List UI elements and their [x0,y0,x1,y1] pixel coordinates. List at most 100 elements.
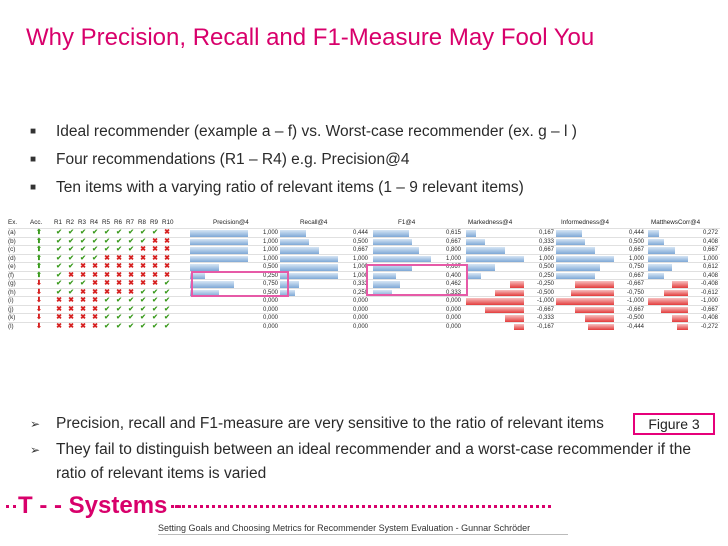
check-icon: ✔ [92,246,98,253]
cross-icon: ✖ [152,254,158,262]
check-icon: ✔ [68,263,74,270]
footer-text: Setting Goals and Choosing Metrics for R… [158,523,531,533]
table-row: (e) ⬆ ✔ ✔ ✖ ✖ ✖ ✖ ✖ ✖ ✖ ✖ 0,500 1,000 0,667 0,500 0,750 0… [8,262,720,271]
metric-value: 0,444 [628,230,644,236]
cross-icon: ✖ [140,271,146,279]
metric-value: -0,750 [626,289,644,296]
check-icon: ✔ [128,246,134,253]
metric-value: 1,000 [262,255,278,262]
metric-value: 0,000 [352,315,368,321]
table-header: Informedness@4 [561,219,610,226]
table-row: (d) ⬆ ✔ ✔ ✔ ✔ ✖ ✖ ✖ ✖ ✖ ✖ 1,000 1,000 1,000 1,000 1,000 1… [8,253,720,262]
check-icon: ✔ [140,288,146,296]
check-icon: ✔ [140,229,146,236]
metric-bar [373,272,397,279]
brand-dots-right [171,505,551,508]
metric-bar [556,238,585,245]
metric-value: 0,167 [538,230,554,236]
check-icon: ✔ [56,280,62,287]
cross-icon: ✖ [140,263,146,270]
cross-icon: ✖ [116,288,122,296]
metric-value: 1,000 [262,230,278,236]
cross-icon: ✖ [56,314,62,321]
table-header: Markedness@4 [468,219,513,226]
check-icon: ✔ [164,288,170,296]
table-header: F1@4 [398,219,416,226]
cross-icon: ✖ [104,271,110,279]
check-icon: ✔ [140,305,146,313]
metric-value: 0,000 [352,323,368,330]
check-icon: ✔ [80,254,86,262]
metric-bar [585,315,614,322]
metric-value: -0,167 [536,323,554,330]
arrow-bullet-icon: ➢ [30,417,41,431]
metric-value: 1,000 [352,264,368,270]
metric-bar [190,247,248,254]
check-icon: ✔ [164,314,170,321]
metric-value: 1,000 [262,247,278,253]
check-icon: ✔ [104,305,110,313]
metric-bar [648,247,675,254]
check-icon: ✔ [56,229,62,236]
metric-bar [466,264,495,271]
cross-icon: ✖ [92,280,98,287]
metric-value: 0,615 [445,230,461,236]
metric-bar [190,281,234,288]
cross-icon: ✖ [164,263,170,270]
metric-bar [575,281,614,288]
metric-bar [556,272,595,279]
metric-value: 0,500 [538,264,554,270]
check-icon: ✔ [116,322,122,330]
up-arrow-icon: ⬆ [36,271,42,279]
cross-icon: ✖ [116,254,122,262]
row-label: (d) [8,254,16,262]
metric-bar [556,247,595,254]
cross-icon: ✖ [104,280,110,287]
check-icon: ✔ [68,288,74,296]
metric-bar [556,230,582,237]
metric-bar [648,255,688,262]
metric-bar [466,298,524,305]
table-header: R4 [90,219,99,226]
table-row: (j) ⬇ ✖ ✖ ✖ ✖ ✔ ✔ ✔ ✔ ✔ ✔ 0,000 0,000 0,000 -0,667 -0,66… [8,304,720,313]
check-icon: ✔ [104,314,110,321]
metric-value: 0,500 [262,289,278,296]
cross-icon: ✖ [92,288,98,296]
metric-value: 0,000 [262,315,278,321]
check-icon: ✔ [56,246,62,253]
metric-value: 0,500 [262,264,278,270]
metric-bar [648,264,673,271]
check-icon: ✔ [128,322,134,330]
metric-bar [466,272,481,279]
metric-bar [648,298,688,305]
metric-bar [190,264,219,271]
row-label: (g) [8,280,16,287]
cross-icon: ✖ [80,271,86,279]
cross-icon: ✖ [128,288,134,296]
table-row: (h) ⬇ ✔ ✔ ✖ ✖ ✖ ✖ ✖ ✔ ✔ ✔ 0,500 0,250 0,333 -0,500 -0,75… [8,287,720,296]
check-icon: ✔ [80,246,86,253]
check-icon: ✔ [152,297,158,304]
metric-bar [556,264,600,271]
metric-bar [648,272,665,279]
metric-value: 0,250 [538,272,554,279]
cross-icon: ✖ [80,314,86,321]
cross-icon: ✖ [116,280,122,287]
metric-bar [514,323,524,330]
down-arrow-icon: ⬇ [36,297,42,304]
metric-value: -0,408 [700,281,718,287]
metric-value: 0,250 [352,289,368,296]
metric-bar [466,247,505,254]
metric-value: 0,000 [445,298,461,304]
up-arrow-icon: ⬆ [36,254,42,262]
check-icon: ✔ [128,237,134,245]
check-icon: ✔ [56,254,62,262]
metric-bar [556,298,614,305]
metric-value: -0,500 [536,289,554,296]
down-arrow-icon: ⬇ [36,288,42,296]
metric-bar [190,230,248,237]
table-header: R9 [150,219,159,226]
metric-value: -0,500 [626,315,644,321]
check-icon: ✔ [56,237,62,245]
metric-bar [373,238,412,245]
